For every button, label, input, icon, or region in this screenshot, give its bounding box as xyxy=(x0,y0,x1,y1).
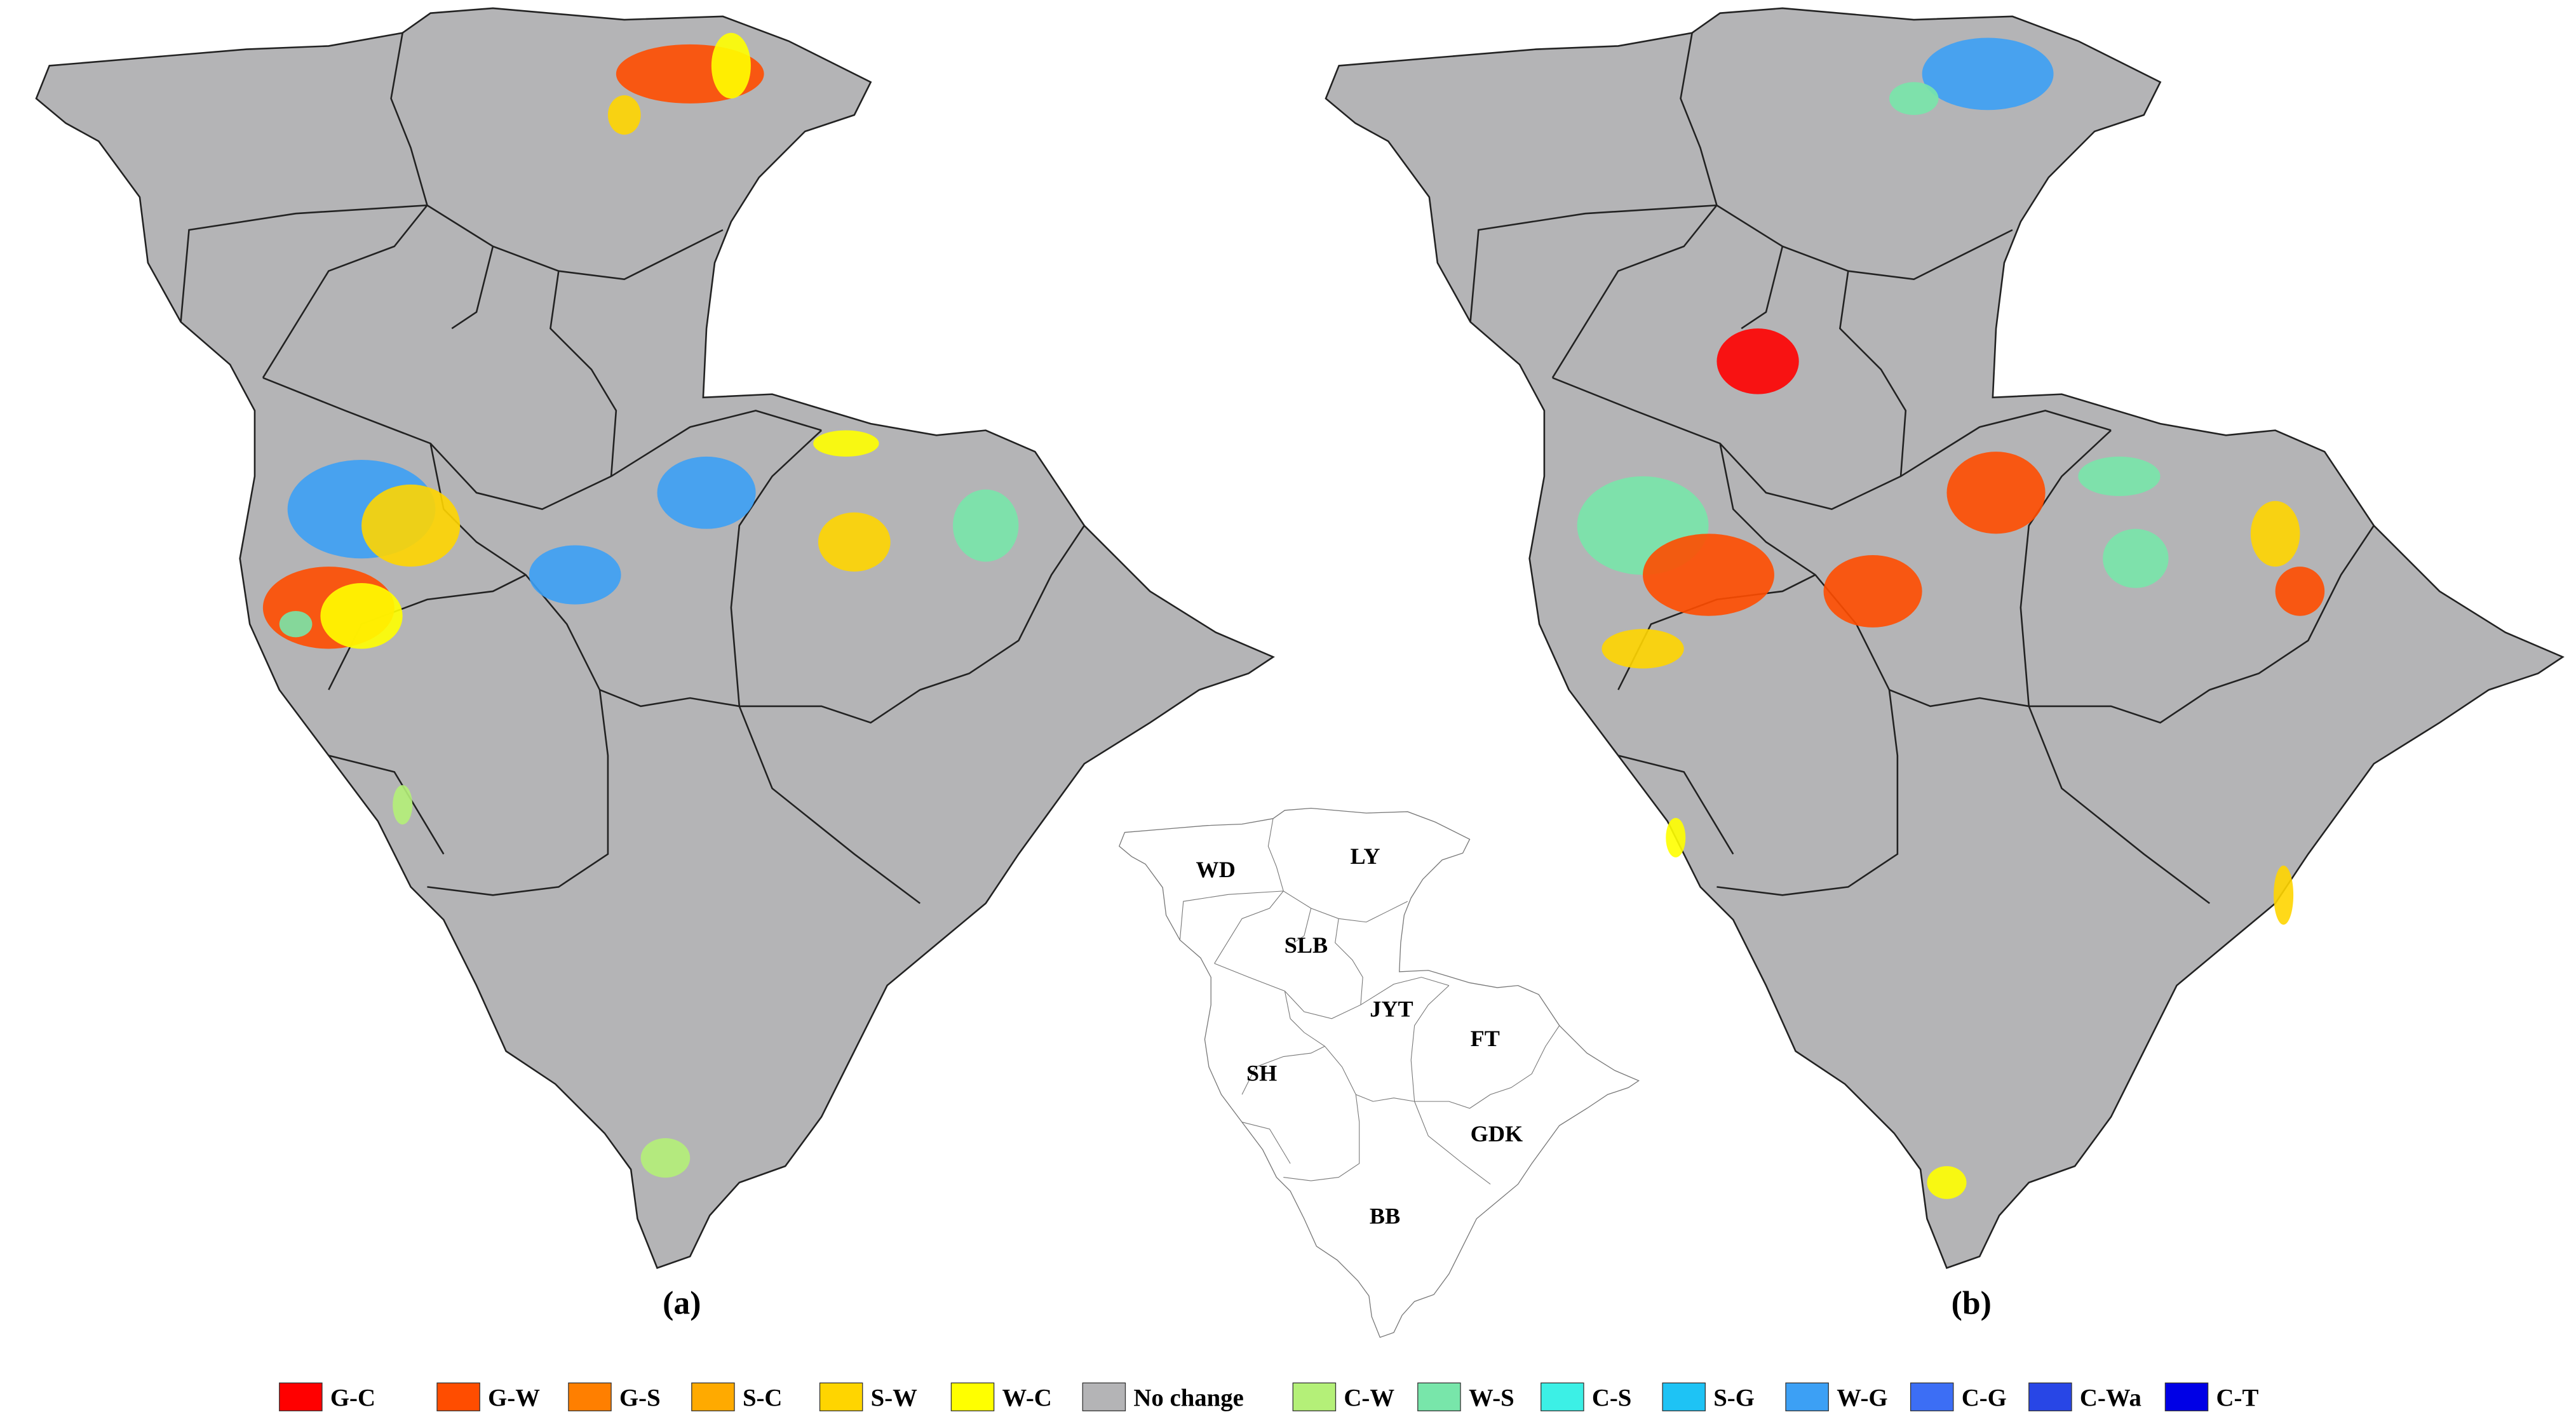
change-patch xyxy=(1922,37,2054,111)
region-label: SH xyxy=(1246,1061,1277,1086)
change-patch xyxy=(952,489,1019,562)
legend-swatch xyxy=(568,1382,612,1411)
legend-label: C-T xyxy=(2216,1385,2259,1412)
legend-swatch xyxy=(1785,1382,1829,1411)
change-patch xyxy=(361,484,461,567)
region-label: SLB xyxy=(1285,932,1328,958)
panel-label: (b) xyxy=(1952,1286,1992,1322)
change-patch xyxy=(2250,500,2300,567)
change-patch xyxy=(711,32,751,99)
legend-label: S-C xyxy=(743,1385,782,1412)
region-label: FT xyxy=(1471,1026,1500,1051)
legend-label: G-S xyxy=(619,1385,661,1412)
legend-label: S-G xyxy=(1713,1385,1755,1412)
region-label: JYT xyxy=(1370,997,1413,1022)
change-patch xyxy=(657,456,756,529)
legend-swatch xyxy=(819,1382,863,1411)
change-patch xyxy=(607,95,641,135)
legend-label: W-G xyxy=(1837,1385,1887,1412)
change-patch xyxy=(2274,865,2294,925)
legend-swatch xyxy=(436,1382,480,1411)
legend-swatch xyxy=(1417,1382,1461,1411)
legend-swatch xyxy=(1662,1382,1706,1411)
legend-label: No change xyxy=(1133,1385,1243,1412)
region-label: WD xyxy=(1196,857,1236,882)
legend-label: C-G xyxy=(1962,1385,2007,1412)
change-patch xyxy=(1643,534,1774,616)
change-patch xyxy=(529,545,621,605)
inset-map xyxy=(1119,807,1640,1338)
change-patch xyxy=(1823,555,1922,628)
change-patch xyxy=(1716,328,1799,394)
change-patch xyxy=(2275,567,2325,616)
legend-swatch xyxy=(279,1382,323,1411)
change-patch xyxy=(320,583,403,649)
legend-label: W-S xyxy=(1469,1385,1514,1412)
region-label: LY xyxy=(1351,843,1380,869)
basin-outline xyxy=(35,7,1274,1269)
change-patch xyxy=(1927,1166,1967,1199)
region-label: BB xyxy=(1370,1204,1400,1229)
change-patch xyxy=(279,610,313,638)
legend-swatch xyxy=(1082,1382,1126,1411)
change-patch xyxy=(2078,456,2161,496)
legend-swatch xyxy=(1541,1382,1584,1411)
map-panel xyxy=(35,7,1274,1269)
legend-label: C-S xyxy=(1592,1385,1631,1412)
legend-label: S-W xyxy=(871,1385,917,1412)
legend-swatch xyxy=(1910,1382,1954,1411)
change-patch xyxy=(1666,817,1686,857)
legend-swatch xyxy=(691,1382,735,1411)
change-patch xyxy=(818,512,891,572)
legend-label: W-C xyxy=(1002,1385,1052,1412)
change-patch xyxy=(1946,452,2046,534)
legend-swatch xyxy=(950,1382,995,1411)
change-patch xyxy=(393,785,413,825)
change-patch xyxy=(640,1138,691,1178)
legend-label: C-W xyxy=(1344,1385,1394,1412)
panel-label: (a) xyxy=(663,1286,701,1322)
region-label: GDK xyxy=(1471,1121,1523,1146)
change-patch xyxy=(813,430,879,457)
change-patch xyxy=(1889,82,1939,116)
legend-swatch xyxy=(1292,1382,1337,1411)
legend-label: G-C xyxy=(330,1385,375,1412)
inset-outline xyxy=(1119,807,1640,1338)
legend-swatch xyxy=(2028,1382,2072,1411)
legend-label: C-Wa xyxy=(2080,1385,2141,1412)
legend-label: G-W xyxy=(488,1385,540,1412)
legend-swatch xyxy=(2164,1382,2209,1411)
change-patch xyxy=(2103,528,2169,588)
change-patch xyxy=(1602,629,1684,669)
